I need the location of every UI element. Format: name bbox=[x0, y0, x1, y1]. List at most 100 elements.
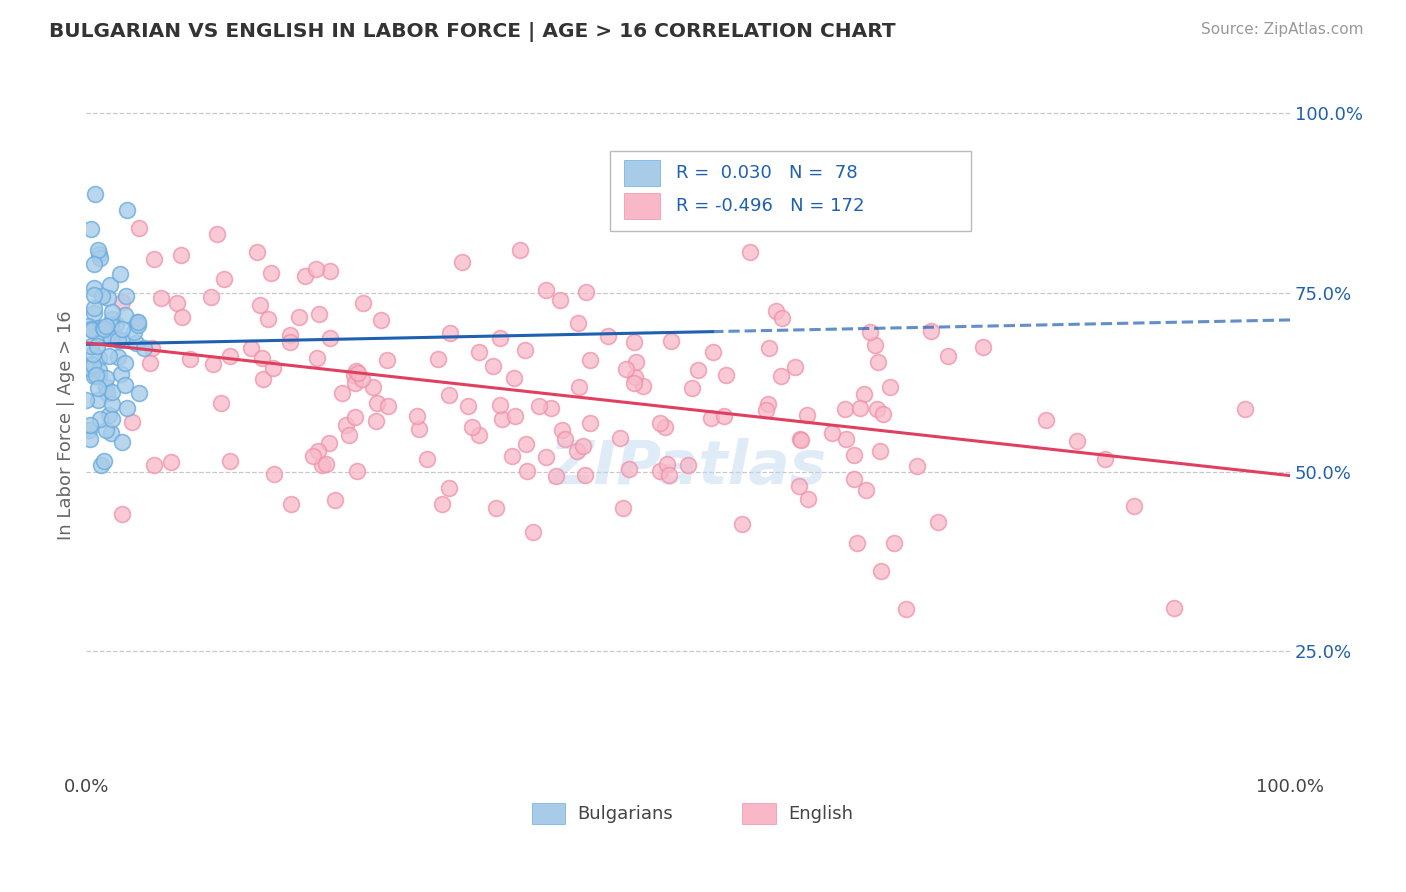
Point bbox=[770, 310, 793, 325]
Point bbox=[527, 400, 550, 414]
Point bbox=[302, 449, 325, 463]
Point bbox=[111, 507, 134, 521]
Point bbox=[1122, 500, 1144, 514]
Point bbox=[121, 415, 143, 429]
Point bbox=[790, 433, 813, 447]
Point bbox=[307, 443, 329, 458]
Point bbox=[97, 291, 120, 305]
Point bbox=[77, 319, 100, 334]
Point bbox=[86, 339, 108, 353]
Point bbox=[260, 266, 283, 280]
FancyBboxPatch shape bbox=[624, 160, 661, 186]
Point bbox=[101, 305, 124, 319]
Point bbox=[83, 301, 105, 316]
Point bbox=[315, 457, 337, 471]
Point bbox=[207, 227, 229, 242]
Point bbox=[280, 497, 302, 511]
Point bbox=[522, 525, 544, 540]
Point bbox=[769, 369, 792, 384]
FancyBboxPatch shape bbox=[742, 804, 776, 824]
Point bbox=[845, 535, 868, 549]
Point bbox=[352, 295, 374, 310]
Point bbox=[738, 245, 761, 260]
Point bbox=[624, 355, 647, 369]
Point bbox=[98, 277, 121, 292]
Point bbox=[318, 264, 340, 278]
Point bbox=[104, 331, 127, 345]
Point bbox=[461, 419, 484, 434]
Point bbox=[370, 313, 392, 327]
Point bbox=[655, 457, 678, 471]
Point bbox=[201, 357, 224, 371]
Point bbox=[416, 452, 439, 467]
Point bbox=[96, 385, 118, 400]
Point bbox=[87, 321, 110, 335]
Point bbox=[681, 381, 703, 395]
Point bbox=[105, 317, 128, 331]
Point bbox=[219, 349, 242, 363]
Point bbox=[842, 448, 865, 462]
Point bbox=[905, 459, 928, 474]
Point bbox=[489, 330, 512, 344]
Point bbox=[567, 380, 589, 394]
Point bbox=[515, 343, 537, 357]
Point bbox=[114, 356, 136, 370]
Point bbox=[97, 408, 120, 422]
Point bbox=[79, 432, 101, 446]
Point bbox=[659, 334, 682, 348]
Point bbox=[731, 516, 754, 531]
Point bbox=[714, 368, 737, 382]
Point bbox=[87, 392, 110, 407]
Point bbox=[488, 398, 510, 412]
Point bbox=[89, 351, 111, 366]
Point bbox=[91, 321, 114, 335]
Text: Source: ZipAtlas.com: Source: ZipAtlas.com bbox=[1201, 22, 1364, 37]
Point bbox=[101, 397, 124, 411]
Point bbox=[100, 318, 122, 333]
Point bbox=[94, 423, 117, 437]
FancyBboxPatch shape bbox=[624, 193, 661, 219]
Point bbox=[430, 497, 453, 511]
Point bbox=[343, 376, 366, 390]
Point bbox=[972, 340, 994, 354]
Text: BULGARIAN VS ENGLISH IN LABOR FORCE | AGE > 16 CORRELATION CHART: BULGARIAN VS ENGLISH IN LABOR FORCE | AG… bbox=[49, 22, 896, 42]
Point bbox=[408, 422, 430, 436]
Point bbox=[457, 399, 479, 413]
Point bbox=[134, 341, 156, 355]
Point bbox=[920, 324, 942, 338]
Point bbox=[1233, 402, 1256, 417]
Point bbox=[139, 356, 162, 370]
Point bbox=[125, 336, 148, 351]
Point bbox=[853, 387, 876, 401]
Point bbox=[509, 244, 531, 258]
Point bbox=[84, 368, 107, 382]
Point bbox=[565, 444, 588, 458]
Point bbox=[143, 458, 166, 472]
Point bbox=[83, 306, 105, 320]
Point bbox=[166, 296, 188, 310]
Point bbox=[546, 469, 568, 483]
Point bbox=[79, 361, 101, 376]
Point bbox=[319, 331, 342, 345]
Point bbox=[503, 371, 526, 385]
Point bbox=[927, 515, 949, 529]
Point bbox=[534, 450, 557, 464]
Point bbox=[87, 326, 110, 341]
Point bbox=[631, 379, 654, 393]
Point bbox=[789, 432, 811, 446]
Point bbox=[98, 331, 121, 345]
Point bbox=[796, 408, 818, 422]
Point bbox=[624, 370, 647, 384]
Point bbox=[797, 491, 820, 506]
Point bbox=[516, 465, 538, 479]
Point bbox=[107, 333, 129, 347]
Point bbox=[658, 468, 681, 483]
Point bbox=[93, 454, 115, 468]
Point bbox=[468, 344, 491, 359]
Point bbox=[437, 388, 460, 402]
Point bbox=[821, 426, 844, 441]
Point bbox=[439, 326, 461, 341]
Point bbox=[346, 464, 368, 478]
Point bbox=[101, 412, 124, 426]
Point bbox=[83, 369, 105, 384]
